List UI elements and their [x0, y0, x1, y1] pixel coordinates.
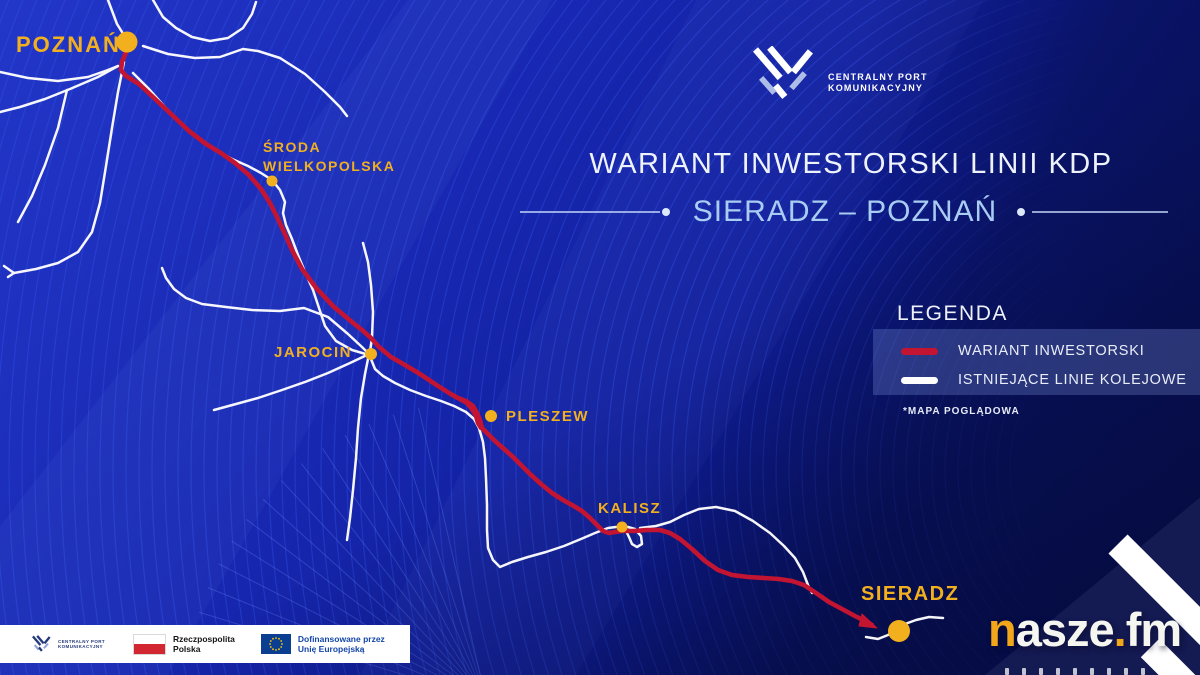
- clipped-mark: [1022, 668, 1026, 675]
- city-label-line1: ŚRODA: [263, 139, 322, 155]
- poland-flag: [133, 633, 167, 655]
- clipped-mark: [1107, 668, 1111, 675]
- partner-bar: CENTRALNY PORT KOMUNIKACYJNY Rzeczpospol…: [0, 625, 410, 663]
- cpk-logo-line2: KOMUNIKACYJNY: [828, 83, 924, 93]
- naszefm-dot: .: [1113, 603, 1127, 656]
- city-label-jarocin: JAROCIN: [273, 344, 352, 361]
- page-title: WARIANT INWESTORSKI LINII KDP: [589, 148, 1113, 180]
- cpk-footer-logo-text: CENTRALNY PORT KOMUNIKACYJNY: [58, 639, 105, 650]
- eu-funding-line2: Unię Europejską: [297, 644, 365, 654]
- title-rule-left: [520, 211, 660, 213]
- eu-flag: [260, 634, 291, 654]
- naszefm-watermark: nasze.fm: [988, 602, 1182, 657]
- eu-funding-line1: Dofinansowane przez: [297, 634, 385, 644]
- city-label-kalisz: KALISZ: [598, 500, 662, 517]
- legend-swatch-red-line: [901, 347, 938, 355]
- city-label-sroda-wielkopolska: ŚRODA WIELKOPOLSKA: [263, 138, 395, 176]
- clipped-mark: [1124, 668, 1128, 675]
- legend-item-investor-variant: WARIANT INWESTORSKI: [901, 343, 1145, 359]
- legend-item-label: WARIANT INWESTORSKI: [958, 343, 1145, 359]
- city-label-line2: WIELKOPOLSKA: [263, 158, 396, 174]
- poland-label: Rzeczpospolita Polska: [173, 634, 235, 654]
- poland-label-line2: Polska: [173, 644, 201, 654]
- cpk-logo-line1: CENTRALNY PORT: [828, 72, 928, 82]
- poznan-dot: [116, 31, 138, 53]
- sieradz-dot: [888, 620, 910, 642]
- city-label-sieradz: SIERADZ: [861, 583, 960, 605]
- legend-heading: LEGENDA: [897, 302, 1008, 325]
- page-subtitle: SIERADZ – POZNAŃ: [692, 195, 998, 228]
- title-dot-left: [662, 208, 670, 216]
- sroda-dot: [266, 175, 278, 187]
- legend-note: *MAPA POGLĄDOWA: [903, 406, 1020, 417]
- cpk-footer-logo-icon: [32, 634, 51, 652]
- naszefm-asze: asze: [1015, 603, 1115, 656]
- clipped-mark: [1056, 668, 1060, 675]
- legend-item-existing-lines: ISTNIEJĄCE LINIE KOLEJOWE: [901, 372, 1187, 388]
- cpk-logo-icon: [752, 46, 813, 99]
- jarocin-dot: [365, 348, 377, 360]
- legend-box: WARIANT INWESTORSKI ISTNIEJĄCE LINIE KOL…: [873, 329, 1200, 395]
- pleszew-dot: [485, 410, 497, 422]
- cpk-logo-text: CENTRALNY PORT KOMUNIKACYJNY: [828, 72, 928, 94]
- cpk-footer-logo: CENTRALNY PORT KOMUNIKACYJNY: [30, 634, 105, 654]
- legend-swatch-white-line: [901, 376, 938, 384]
- poland-flag-red: [134, 644, 166, 654]
- clipped-mark: [1039, 668, 1043, 675]
- clipped-mark: [1141, 668, 1145, 675]
- investor-variant-route: [118, 47, 878, 629]
- clipped-mark: [1005, 668, 1009, 675]
- clipped-mark: [1090, 668, 1094, 675]
- cpk-logo: CENTRALNY PORT KOMUNIKACYJNY: [746, 46, 928, 106]
- poland-label-line1: Rzeczpospolita: [173, 634, 235, 644]
- cpk-footer-line1: CENTRALNY PORT: [58, 638, 106, 644]
- title-rule-right: [1032, 211, 1168, 213]
- existing-rail-lines: [0, 0, 943, 639]
- city-label-pleszew: PLESZEW: [506, 408, 590, 425]
- clipped-mark: [1073, 668, 1077, 675]
- city-dots: [116, 31, 910, 642]
- naszefm-n: n: [988, 603, 1017, 656]
- cpk-footer-line2: KOMUNIKACYJNY: [58, 644, 103, 649]
- title-dot-right: [1017, 208, 1025, 216]
- poland-flag-white: [134, 634, 166, 644]
- eu-funding-label: Dofinansowane przez Unię Europejską: [298, 634, 385, 654]
- kalisz-dot: [616, 521, 628, 533]
- naszefm-fm: fm: [1125, 603, 1182, 656]
- city-label-poznan: POZNAŃ: [16, 32, 121, 57]
- legend-item-label: ISTNIEJĄCE LINIE KOLEJOWE: [958, 372, 1187, 388]
